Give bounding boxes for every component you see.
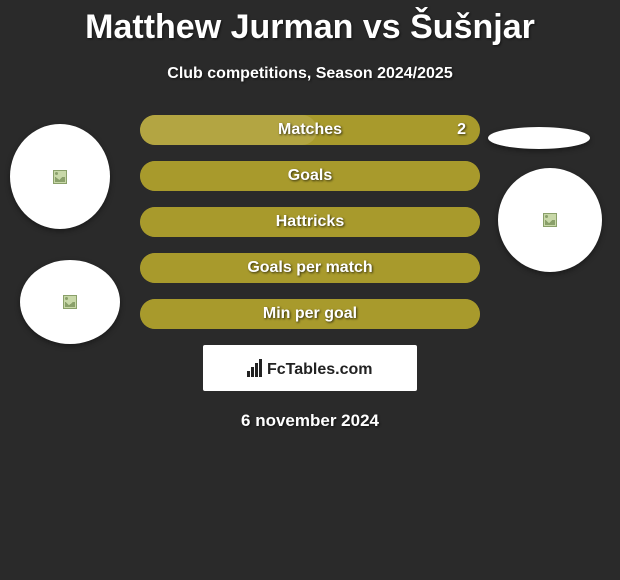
stat-label: Goals bbox=[140, 161, 480, 191]
stat-bar-min-per-goal: Min per goal bbox=[140, 299, 480, 329]
stat-label: Matches bbox=[140, 115, 480, 145]
svg-text:FcTables.com: FcTables.com bbox=[267, 361, 373, 378]
stat-bar-goals-per-match: Goals per match bbox=[140, 253, 480, 283]
fctables-logo-icon: FcTables.com bbox=[245, 355, 375, 381]
stat-bar-matches: Matches2 bbox=[140, 115, 480, 145]
subtitle: Club competitions, Season 2024/2025 bbox=[0, 65, 620, 83]
broken-image-icon bbox=[543, 213, 557, 227]
stat-label: Min per goal bbox=[140, 299, 480, 329]
avatar-placeholder bbox=[20, 260, 120, 344]
avatar-placeholder bbox=[10, 124, 110, 229]
broken-image-icon bbox=[53, 170, 67, 184]
stat-label: Goals per match bbox=[140, 253, 480, 283]
date-text: 6 november 2024 bbox=[0, 411, 620, 431]
stat-bar-hattricks: Hattricks bbox=[140, 207, 480, 237]
stats-container: Matches2 Goals Hattricks Goals per match Min… bbox=[140, 115, 480, 329]
broken-image-icon bbox=[63, 295, 77, 309]
brand-logo: FcTables.com bbox=[203, 345, 417, 391]
stat-label: Hattricks bbox=[140, 207, 480, 237]
page-title: Matthew Jurman vs Šušnjar bbox=[0, 0, 620, 47]
stat-value: 2 bbox=[457, 115, 466, 145]
stat-bar-goals: Goals bbox=[140, 161, 480, 191]
avatar-placeholder bbox=[498, 168, 602, 272]
avatar-placeholder bbox=[488, 127, 590, 149]
